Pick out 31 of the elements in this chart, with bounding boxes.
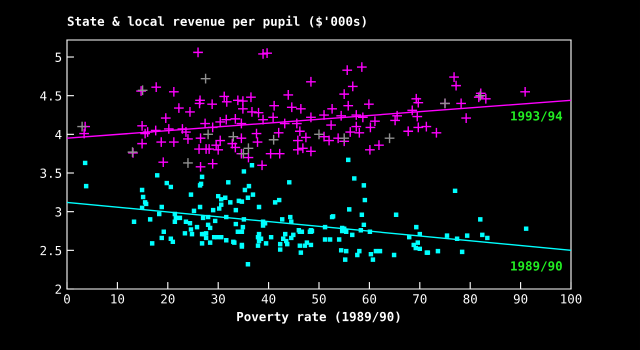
point [384,132,396,144]
point [202,128,214,140]
point [338,132,350,144]
y-tick-label: 4.5 [40,91,62,101]
y-tick-label: 3 [55,207,62,217]
y-tick-label: 3.5 [40,168,62,178]
x-tick-label: 90 [514,294,528,304]
series-label: 1993/94 [511,111,562,122]
x-tick-label: 30 [212,294,225,304]
x-tick-label: 80 [463,294,477,304]
point [228,131,239,142]
series-label: 1989/90 [511,261,562,272]
chart-title: State & local revenue per pupil ($'000s) [68,16,366,28]
y-tick-label: 2.5 [40,246,62,256]
point [268,134,280,146]
x-tick-label: 40 [262,294,276,304]
y-tick-label: 4 [55,130,62,140]
x-tick-label: 60 [362,294,376,304]
point [200,73,212,84]
x-tick-label: 0 [64,294,70,304]
x-tick-label: 10 [111,294,124,304]
x-tick-label: 50 [312,294,326,304]
y-tick-label: 5 [55,52,62,62]
point [182,157,194,169]
x-tick-label: 20 [161,294,175,304]
x-tick-label: 70 [413,294,427,304]
x-axis-title: Poverty rate (1989/90) [237,312,400,324]
point [76,121,88,132]
x-tick-label: 100 [561,294,582,304]
point [313,128,325,140]
y-tick-label: 2 [56,284,62,294]
